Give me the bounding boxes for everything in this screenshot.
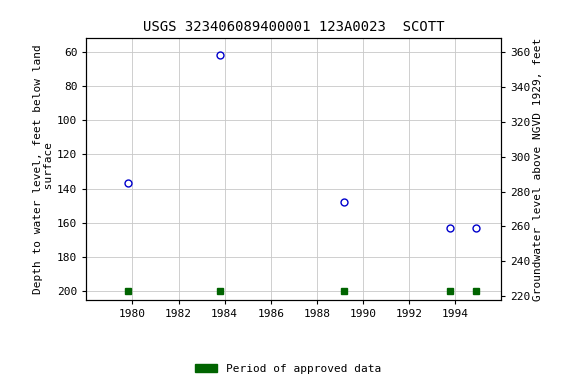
Y-axis label: Depth to water level, feet below land
 surface: Depth to water level, feet below land su…	[33, 44, 54, 294]
Title: USGS 323406089400001 123A0023  SCOTT: USGS 323406089400001 123A0023 SCOTT	[143, 20, 445, 35]
Y-axis label: Groundwater level above NGVD 1929, feet: Groundwater level above NGVD 1929, feet	[533, 37, 543, 301]
Legend: Period of approved data: Period of approved data	[191, 359, 385, 379]
